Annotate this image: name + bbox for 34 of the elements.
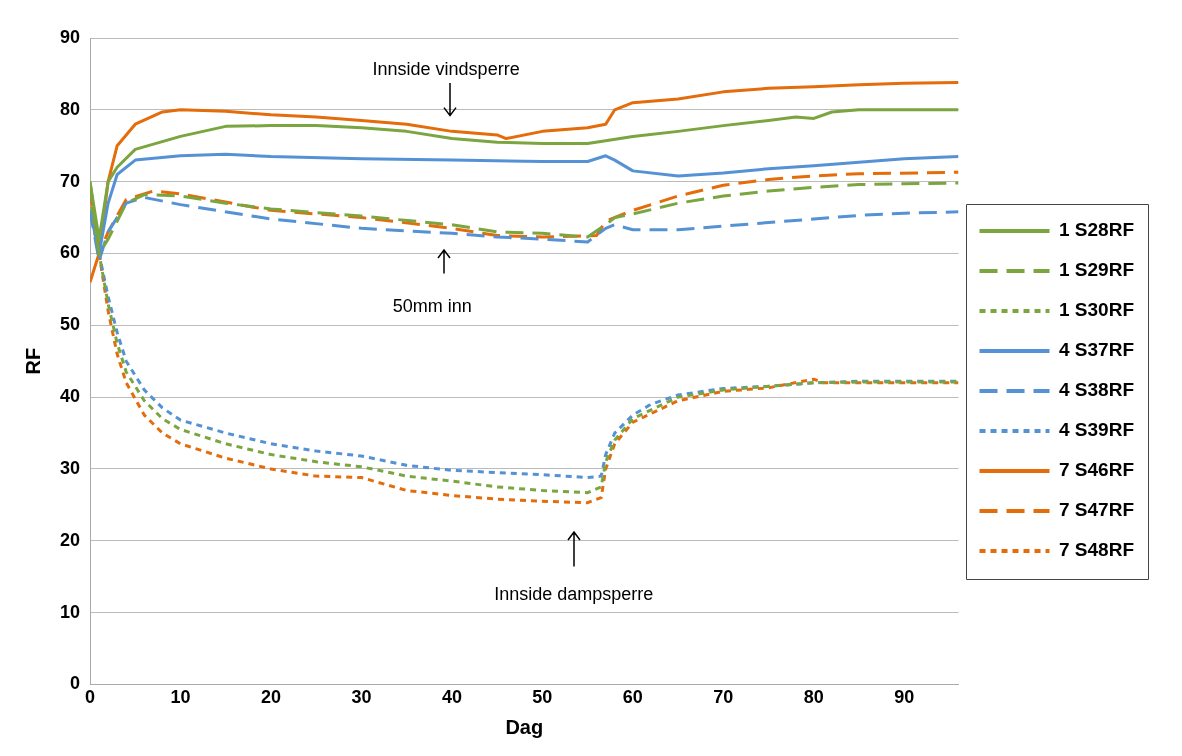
x-tick-label: 70 xyxy=(713,687,734,708)
x-axis-title: Dag xyxy=(505,715,544,738)
x-tick-label: 60 xyxy=(622,687,643,708)
legend-label: 7 S47RF xyxy=(1059,499,1134,521)
x-tick-label: 80 xyxy=(803,687,824,708)
y-tick-label: 30 xyxy=(59,457,81,478)
y-tick-label: 70 xyxy=(59,170,81,191)
y-tick-label: 60 xyxy=(59,242,81,263)
legend-label: 1 S28RF xyxy=(1059,219,1134,241)
y-tick-label: 50 xyxy=(59,314,81,335)
x-tick-label: 0 xyxy=(85,687,96,708)
legend-label: 1 S29RF xyxy=(1059,259,1134,281)
legend-label: 4 S39RF xyxy=(1059,419,1134,441)
y-tick-label: 20 xyxy=(59,529,81,550)
legend-label: 1 S30RF xyxy=(1059,299,1134,321)
legend-label: 4 S37RF xyxy=(1059,339,1134,361)
x-tick-label: 50 xyxy=(532,687,553,708)
annotation: Innside dampsperre xyxy=(494,583,654,604)
y-tick-label: 10 xyxy=(59,601,81,622)
x-tick-label: 20 xyxy=(260,687,281,708)
x-tick-label: 90 xyxy=(894,687,915,708)
legend-label: 4 S38RF xyxy=(1059,379,1134,401)
annotation: 50mm inn xyxy=(392,295,472,316)
x-tick-label: 30 xyxy=(351,687,372,708)
y-tick-label: 90 xyxy=(59,26,81,47)
legend-label: 7 S48RF xyxy=(1059,539,1134,561)
legend-label: 7 S46RF xyxy=(1059,459,1134,481)
y-tick-label: 40 xyxy=(59,386,81,407)
y-axis-title: RF xyxy=(21,347,44,375)
x-tick-label: 10 xyxy=(170,687,191,708)
y-tick-label: 80 xyxy=(59,98,81,119)
y-tick-label: 0 xyxy=(70,673,81,694)
x-tick-label: 40 xyxy=(441,687,462,708)
annotation: Innside vindsperre xyxy=(372,58,520,79)
